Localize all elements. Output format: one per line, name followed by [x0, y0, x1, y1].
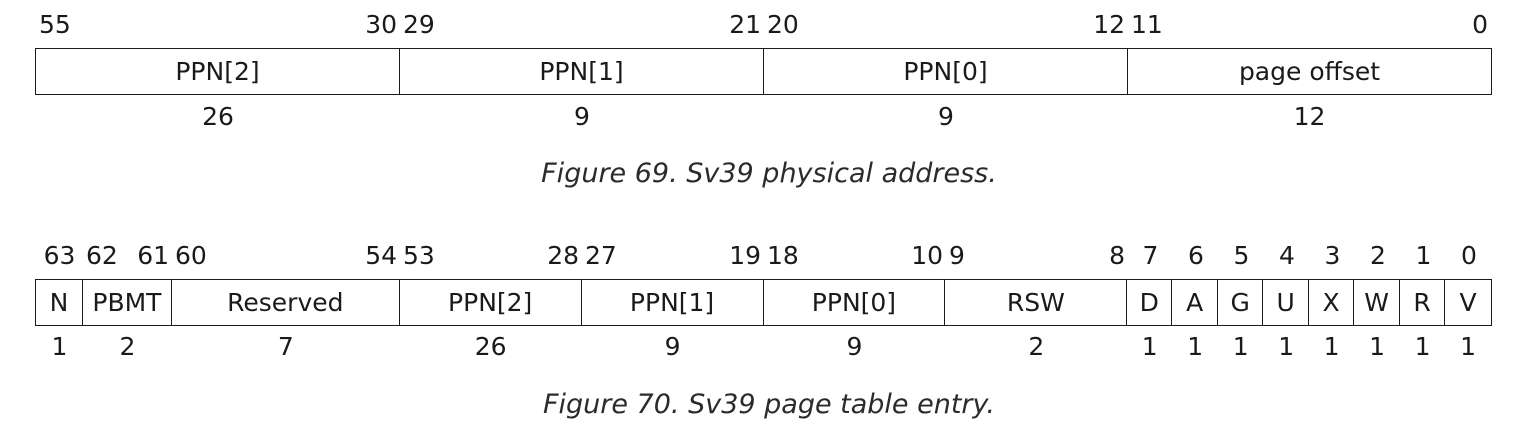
- fig70-caption: Figure 70. Sv39 page table entry.: [542, 389, 995, 420]
- fig70-field-ppn-2: PPN[2]: [400, 280, 582, 325]
- fig69-register: PPN[2] PPN[1] PPN[0] page offset: [35, 48, 1492, 95]
- fig70-field-d: D: [1127, 280, 1173, 325]
- fig69-field-ppn-2: PPN[2]: [36, 49, 400, 94]
- fig70-field-width: 1: [51, 332, 68, 361]
- fig69-bit-high: 29: [403, 10, 435, 39]
- fig70-field-width: 2: [119, 332, 136, 361]
- fig70-field-width: 1: [1187, 332, 1204, 361]
- fig70-field-w: W: [1354, 280, 1401, 325]
- fig70-field-ppn-0: PPN[0]: [764, 280, 946, 325]
- fig70-field-x: X: [1309, 280, 1355, 325]
- fig70-bit-index: 5: [1233, 241, 1250, 270]
- fig69-bit-positions: 55 30 29 21 20 12 11 0: [36, 8, 1491, 42]
- fig70-bit-index: 4: [1279, 241, 1295, 270]
- fig70-field-ppn-1: PPN[1]: [582, 280, 764, 325]
- fig70-bit-index: 2: [1370, 241, 1386, 270]
- fig69-caption: Figure 69. Sv39 physical address.: [541, 158, 997, 189]
- fig70-field-v: V: [1459, 288, 1477, 317]
- fig70-bit-index: 6: [1188, 241, 1204, 270]
- fig70-bit-index: 1: [1415, 241, 1432, 270]
- fig69-field-width: 9: [938, 102, 954, 131]
- fig70-register: N PBMT Reserved PPN[2] PPN[1] PPN[0] RSW D A G U X W…: [35, 279, 1492, 326]
- fig69-field-width: 12: [1293, 102, 1326, 131]
- fig70-field-a: A: [1172, 280, 1219, 325]
- fig70-field-width: 1: [1460, 332, 1476, 361]
- fig70-field-pbmt: PBMT: [83, 280, 172, 325]
- fig70-bit-low: 28: [547, 241, 579, 270]
- fig70-field-width: 1: [1232, 332, 1249, 361]
- fig69-field-ppn-1: PPN[1]: [400, 49, 764, 94]
- fig70-bit-index: 63: [43, 241, 76, 270]
- fig70-field-width: 2: [1028, 332, 1045, 361]
- fig70-field-width: 9: [664, 332, 681, 361]
- fig70-field-width: 1: [1414, 332, 1431, 361]
- fig70-field-width: 1: [1278, 332, 1295, 361]
- fig70-bit-high: 60: [175, 241, 207, 270]
- fig70-bit-low: 8: [1109, 241, 1125, 270]
- fig70-field-rsw: RSW: [945, 280, 1128, 325]
- fig69-bit-high: 55: [39, 10, 71, 39]
- fig70-bit-index: 7: [1142, 241, 1159, 270]
- fig70-bit-low: 19: [729, 241, 761, 270]
- fig69-bit-high: 20: [767, 10, 799, 39]
- fig70-field-n: N: [36, 280, 83, 325]
- fig70-bit-positions: 63 62 61 60 54 53 28 27 19 18 10 9 8 7 6 5 4 3 2 1 0: [36, 239, 1491, 273]
- fig69-bit-low: 12: [1093, 10, 1125, 39]
- fig70-field-u: U: [1263, 280, 1310, 325]
- fig70-field-width: 26: [474, 332, 507, 361]
- fig69-field-ppn-0: PPN[0]: [764, 49, 1128, 94]
- fig70-field-g: G: [1218, 280, 1264, 325]
- fig69-field-widths: 26 9 9 12: [36, 100, 1491, 134]
- fig70-bit-high: 9: [949, 241, 965, 270]
- fig70-bit-high: 62: [86, 241, 118, 270]
- fig70-field-r: R: [1400, 280, 1446, 325]
- fig69-field-page-offset: page offset: [1238, 57, 1381, 86]
- fig69-bit-high: 11: [1131, 10, 1163, 39]
- fig70-bit-high: 18: [767, 241, 799, 270]
- fig70-bit-low: 10: [911, 241, 943, 270]
- fig70-bit-index: 3: [1324, 241, 1341, 270]
- fig70-field-width: 1: [1323, 332, 1340, 361]
- fig70-bit-low: 54: [365, 241, 397, 270]
- fig70-field-reserved: Reserved: [172, 280, 400, 325]
- fig70-field-width: 7: [277, 332, 294, 361]
- fig69-bit-low: 0: [1472, 10, 1488, 39]
- fig70-field-width: 1: [1369, 332, 1386, 361]
- fig70-field-width: 9: [846, 332, 863, 361]
- fig69-field-width: 9: [574, 102, 590, 131]
- fig70-bit-low: 61: [137, 241, 169, 270]
- fig70-bit-high: 53: [403, 241, 435, 270]
- fig69-bit-low: 21: [729, 10, 761, 39]
- fig70-bit-index: 0: [1461, 241, 1477, 270]
- fig69-bit-low: 30: [365, 10, 397, 39]
- fig70-bit-high: 27: [585, 241, 617, 270]
- fig70-field-width: 1: [1141, 332, 1158, 361]
- fig69-field-width: 26: [202, 102, 234, 131]
- fig70-field-widths: 1 2 7 26 9 9 2 1 1 1 1 1 1 1 1: [36, 330, 1491, 364]
